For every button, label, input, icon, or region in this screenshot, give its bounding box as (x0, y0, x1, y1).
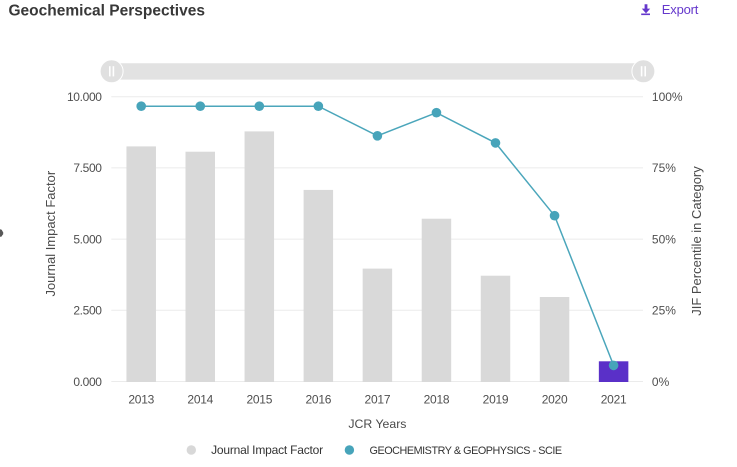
svg-text:2015: 2015 (246, 392, 272, 406)
svg-text:2019: 2019 (483, 392, 509, 406)
svg-text:2021: 2021 (601, 392, 627, 406)
svg-text:2014: 2014 (187, 392, 213, 406)
svg-text:2018: 2018 (424, 392, 450, 406)
svg-text:2016: 2016 (305, 392, 331, 406)
svg-text:25%: 25% (652, 304, 676, 318)
svg-text:0.000: 0.000 (73, 375, 102, 389)
svg-text:2017: 2017 (365, 392, 391, 406)
svg-text:Geochemical Perspectives: Geochemical Perspectives (9, 3, 205, 20)
svg-text:10.000: 10.000 (67, 90, 102, 104)
svg-text:100%: 100% (652, 90, 683, 104)
svg-text:7.500: 7.500 (73, 161, 102, 175)
svg-text:Export: Export (662, 2, 699, 17)
svg-text:2013: 2013 (128, 392, 154, 406)
svg-text:75%: 75% (652, 161, 676, 175)
svg-text:50%: 50% (652, 232, 676, 246)
svg-text:JCR Years: JCR Years (348, 417, 406, 431)
svg-text:Journal Impact Factor: Journal Impact Factor (211, 443, 323, 457)
svg-text:GEOCHEMISTRY & GEOPHYSICS - SC: GEOCHEMISTRY & GEOPHYSICS - SCIE (370, 445, 562, 457)
svg-text:JIF Percentile in Category: JIF Percentile in Category (689, 166, 704, 316)
svg-text:2020: 2020 (542, 392, 568, 406)
svg-text:Journal Impact Factor: Journal Impact Factor (43, 170, 58, 296)
svg-text:0%: 0% (652, 375, 670, 389)
svg-text:2.500: 2.500 (73, 304, 102, 318)
svg-text:5.000: 5.000 (73, 232, 102, 246)
